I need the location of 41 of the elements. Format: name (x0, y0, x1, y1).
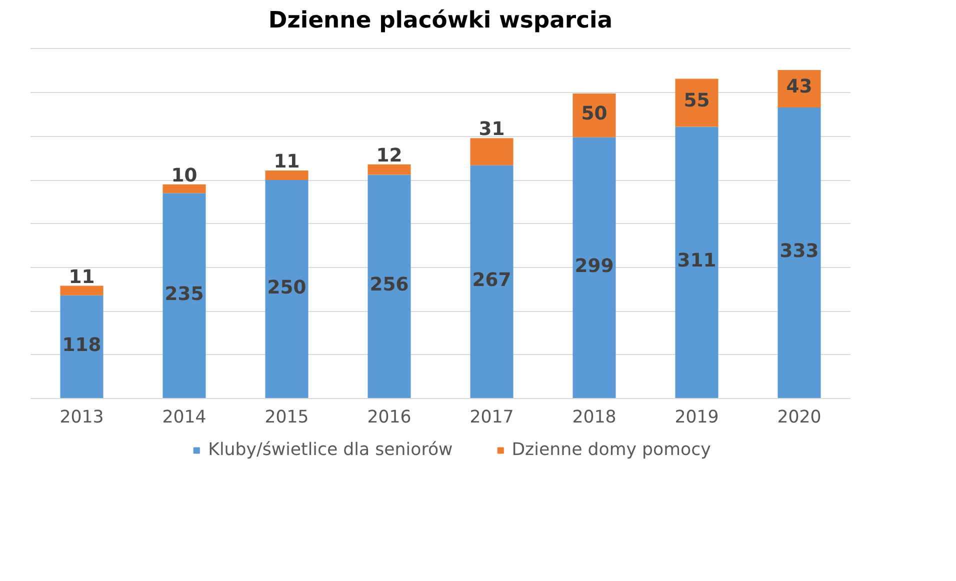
x-tick-label: 2018 (572, 408, 616, 428)
data-label: 311 (677, 250, 716, 272)
bar (470, 165, 514, 398)
bar (162, 193, 206, 398)
data-label: 299 (574, 256, 614, 277)
data-label: 250 (267, 277, 306, 298)
x-tick-label: 2013 (60, 408, 104, 428)
x-tick-label: 2019 (674, 408, 719, 428)
bar (162, 184, 206, 194)
chart-title: Dzienne placówki wsparcia (268, 8, 613, 34)
bar (60, 295, 104, 398)
data-label: 55 (684, 90, 710, 112)
data-label: 11 (274, 151, 300, 172)
bar (675, 126, 718, 398)
x-tick-label: 2015 (264, 408, 309, 428)
data-label: 267 (472, 270, 512, 291)
data-label: 12 (376, 145, 402, 166)
data-label: 50 (581, 103, 608, 124)
bar (470, 138, 514, 166)
x-tick-label: 2014 (162, 408, 206, 428)
bar (572, 137, 616, 398)
bar (265, 170, 308, 180)
data-label: 43 (786, 76, 812, 98)
data-label: 10 (171, 165, 198, 186)
bar (675, 78, 718, 127)
bar (778, 108, 821, 398)
bar (368, 164, 411, 175)
data-label: 118 (62, 334, 102, 356)
bar (60, 286, 104, 296)
bar (265, 180, 308, 398)
data-label: 333 (780, 241, 819, 262)
data-label: 11 (68, 266, 95, 288)
x-tick-label: 2017 (470, 408, 514, 428)
data-label: 256 (370, 274, 409, 296)
data-label: 31 (478, 119, 505, 140)
data-label: 235 (164, 284, 204, 305)
legend-label: Kluby/świetlice dla seniorów (208, 440, 453, 460)
legend-label: Dzienne domy pomocy (512, 440, 711, 460)
x-tick-label: 2020 (777, 408, 822, 428)
bar (368, 174, 411, 398)
x-tick-label: 2016 (367, 408, 412, 428)
